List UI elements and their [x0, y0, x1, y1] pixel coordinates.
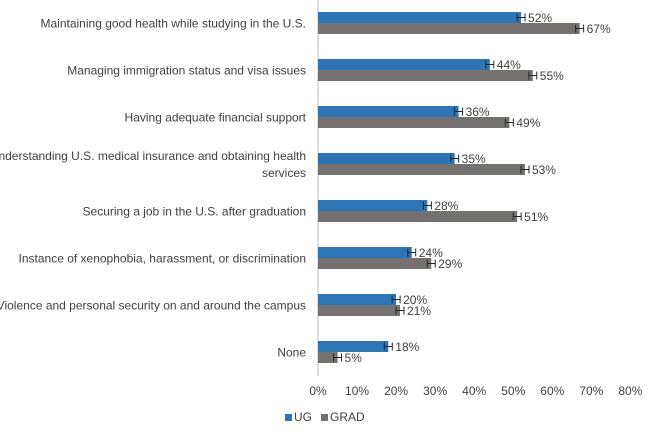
legend-swatch-ug	[285, 414, 292, 421]
category-label: Maintaining good health while studying i…	[41, 17, 307, 31]
bar-grad	[318, 258, 432, 269]
data-label: 53%	[532, 163, 556, 177]
data-label: 35%	[462, 152, 486, 166]
legend-label-ug: UG	[294, 410, 312, 424]
data-label: 52%	[528, 11, 552, 25]
x-tick-label: 0%	[309, 384, 327, 398]
data-label: 29%	[438, 257, 462, 271]
bar-ug	[318, 106, 459, 117]
bar-ug	[318, 200, 428, 211]
bar-grad	[318, 23, 580, 34]
x-tick-label: 50%	[501, 384, 525, 398]
bar-grad	[318, 117, 510, 128]
bar-grad	[318, 70, 533, 81]
data-label: 67%	[587, 22, 611, 36]
bar-grad	[318, 164, 525, 175]
category-label: services	[262, 166, 306, 180]
legend-label-grad: GRAD	[330, 410, 365, 424]
bar-ug	[318, 59, 490, 70]
bar-ug	[318, 294, 397, 305]
category-label: Instance of xenophobia, harassment, or d…	[19, 252, 307, 266]
category-label: Managing immigration status and visa iss…	[67, 64, 306, 78]
data-label: 49%	[516, 116, 540, 130]
bar-ug	[318, 153, 455, 164]
category-label: None	[277, 346, 306, 360]
data-label: 55%	[540, 69, 564, 83]
x-tick-label: 10%	[345, 384, 369, 398]
data-label: 24%	[419, 246, 443, 260]
data-label: 21%	[407, 304, 431, 318]
x-tick-label: 20%	[384, 384, 408, 398]
category-label: Having adequate financial support	[125, 111, 307, 125]
data-label: 5%	[345, 351, 363, 365]
bar-ug	[318, 341, 389, 352]
category-label: Understanding U.S. medical insurance and…	[0, 149, 306, 163]
data-label: 36%	[466, 105, 490, 119]
bar-ug	[318, 247, 412, 258]
data-label: 28%	[434, 199, 458, 213]
data-label: 18%	[395, 340, 419, 354]
data-label: 51%	[524, 210, 548, 224]
x-tick-label: 80%	[618, 384, 642, 398]
x-tick-label: 30%	[423, 384, 447, 398]
bar-ug	[318, 12, 522, 23]
category-label: Securing a job in the U.S. after graduat…	[83, 205, 306, 219]
legend-swatch-grad	[321, 414, 328, 421]
x-tick-label: 60%	[540, 384, 564, 398]
x-tick-label: 40%	[462, 384, 486, 398]
x-tick-label: 70%	[579, 384, 603, 398]
data-label: 20%	[403, 293, 427, 307]
data-label: 44%	[497, 58, 521, 72]
category-label: Violence and personal security on and ar…	[0, 299, 306, 313]
bar-grad	[318, 211, 518, 222]
bar-grad	[318, 352, 338, 363]
bar-grad	[318, 305, 401, 316]
